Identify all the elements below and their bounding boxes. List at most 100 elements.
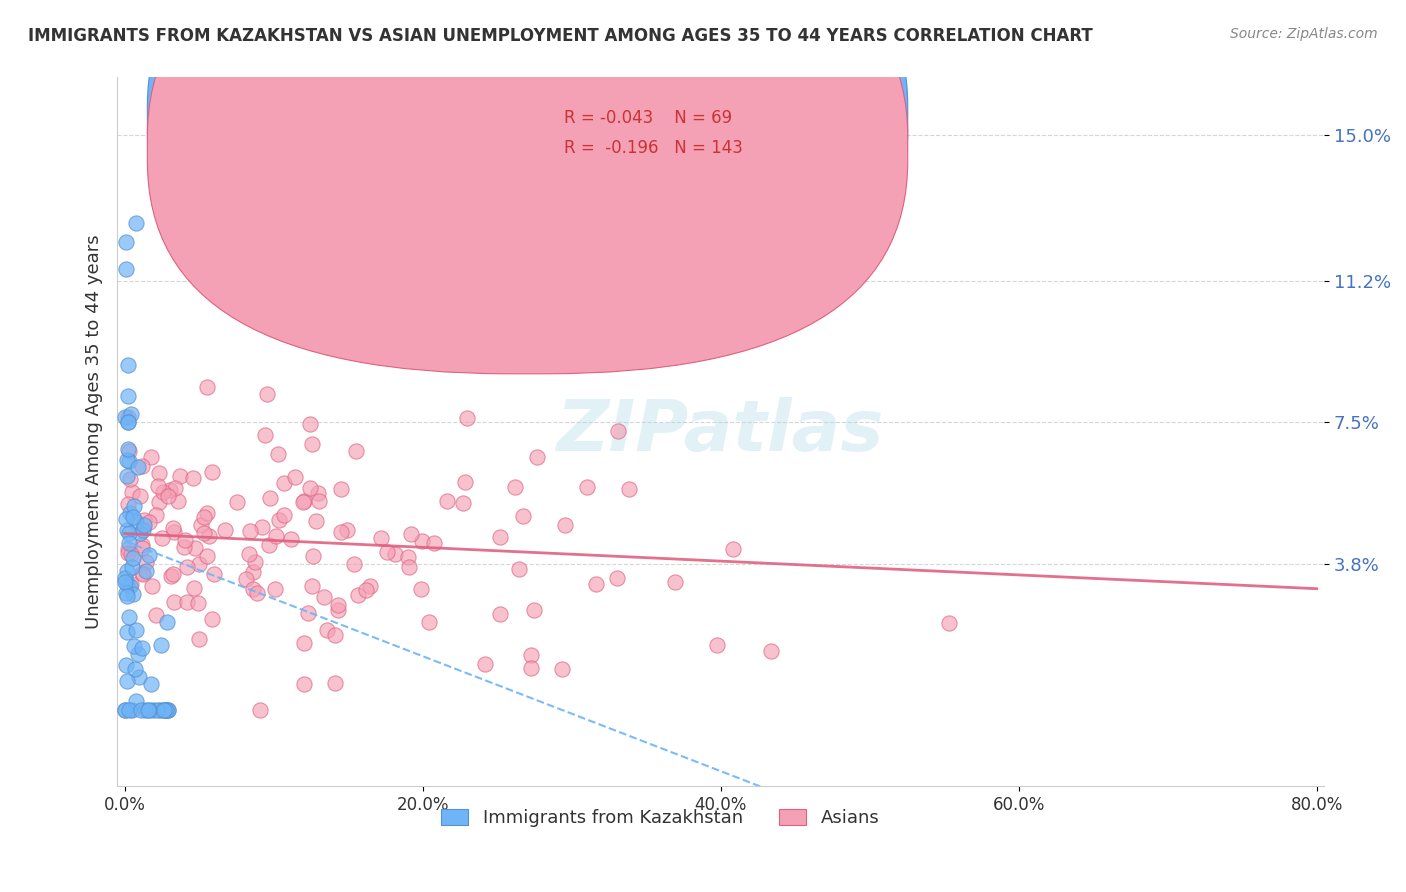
Point	[301, 579, 323, 593]
Point	[135, 564, 157, 578]
Point	[706, 638, 728, 652]
Text: R =  -0.196   N = 143: R = -0.196 N = 143	[564, 139, 742, 157]
Point	[370, 531, 392, 545]
Point	[297, 606, 319, 620]
FancyBboxPatch shape	[485, 92, 848, 177]
Point	[122, 500, 145, 514]
Point	[238, 524, 260, 538]
Point	[409, 582, 432, 597]
Point	[139, 676, 162, 690]
Point	[418, 615, 440, 629]
Point	[118, 443, 141, 458]
Legend: Immigrants from Kazakhstan, Asians: Immigrants from Kazakhstan, Asians	[434, 802, 887, 834]
Point	[423, 536, 446, 550]
Point	[474, 657, 496, 671]
Point	[117, 409, 139, 424]
Point	[273, 475, 295, 490]
Point	[118, 454, 141, 468]
Point	[115, 586, 138, 600]
Point	[489, 530, 512, 544]
Point	[184, 541, 207, 555]
Point	[115, 512, 138, 526]
FancyBboxPatch shape	[148, 0, 908, 374]
Point	[117, 452, 139, 467]
Point	[127, 647, 149, 661]
Point	[167, 493, 190, 508]
Point	[129, 703, 152, 717]
Point	[256, 386, 278, 401]
Point	[195, 549, 218, 563]
Point	[120, 472, 142, 486]
Point	[121, 484, 143, 499]
Point	[117, 542, 139, 557]
Point	[122, 587, 145, 601]
Point	[127, 460, 149, 475]
Point	[188, 632, 211, 646]
Point	[200, 612, 222, 626]
Point	[145, 607, 167, 622]
Point	[198, 529, 221, 543]
Point	[328, 598, 350, 612]
Point	[503, 479, 526, 493]
Point	[117, 546, 139, 560]
Point	[585, 577, 607, 591]
Point	[451, 496, 474, 510]
Point	[148, 494, 170, 508]
Point	[193, 510, 215, 524]
Point	[120, 547, 142, 561]
Point	[384, 547, 406, 561]
Point	[377, 545, 399, 559]
Point	[263, 582, 285, 597]
Point	[117, 497, 139, 511]
Point	[759, 644, 782, 658]
Point	[489, 607, 512, 621]
Point	[302, 549, 325, 563]
Point	[132, 513, 155, 527]
Point	[292, 494, 315, 508]
Point	[346, 588, 368, 602]
Point	[136, 703, 159, 717]
Point	[343, 557, 366, 571]
Point	[284, 469, 307, 483]
Point	[174, 533, 197, 547]
Point	[576, 480, 599, 494]
Point	[225, 495, 247, 509]
Point	[118, 610, 141, 624]
Point	[436, 494, 458, 508]
Point	[146, 703, 169, 717]
Point	[259, 538, 281, 552]
Point	[183, 581, 205, 595]
Point	[115, 577, 138, 591]
Point	[606, 571, 628, 585]
Point	[298, 417, 321, 431]
Point	[242, 565, 264, 579]
Point	[145, 508, 167, 523]
Point	[155, 703, 177, 717]
Point	[181, 471, 204, 485]
Point	[354, 583, 377, 598]
Point	[214, 523, 236, 537]
Point	[253, 427, 276, 442]
Point	[238, 547, 260, 561]
Point	[520, 660, 543, 674]
Point	[115, 624, 138, 639]
Point	[117, 415, 139, 429]
Point	[115, 674, 138, 689]
Point	[124, 663, 146, 677]
Point	[132, 524, 155, 538]
Point	[159, 483, 181, 497]
Point	[117, 416, 139, 430]
Point	[330, 483, 353, 497]
Point	[411, 534, 433, 549]
Point	[273, 508, 295, 522]
Point	[122, 640, 145, 654]
Point	[153, 703, 176, 717]
Point	[152, 703, 174, 717]
Point	[508, 561, 530, 575]
Point	[326, 603, 349, 617]
Point	[301, 437, 323, 451]
Point	[201, 465, 224, 479]
Point	[142, 703, 165, 717]
Point	[398, 559, 420, 574]
Point	[129, 525, 152, 540]
